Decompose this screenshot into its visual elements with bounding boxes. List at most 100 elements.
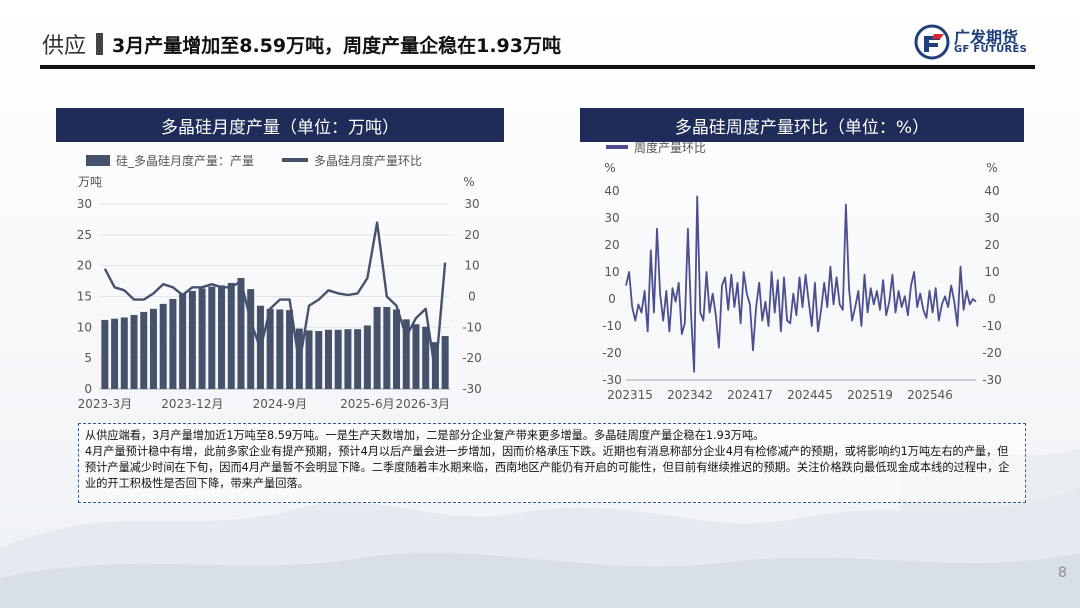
bar: [198, 288, 206, 389]
y-right-tick-label: 10: [984, 265, 999, 279]
y-left-tick-label: -10: [602, 319, 622, 333]
legend-bar-swatch: [86, 155, 110, 166]
x-tick-label: 2024-9月: [253, 397, 308, 411]
bar: [412, 324, 420, 389]
x-tick-label: 2023-12月: [161, 397, 223, 411]
y-right-tick-label: 20: [984, 238, 999, 252]
header-rule: [40, 65, 1035, 69]
y-right-tick-label: 10: [464, 259, 479, 273]
x-tick-label: 202445: [787, 388, 833, 402]
bar: [237, 278, 245, 389]
bar: [324, 329, 332, 389]
x-tick-label: 2026-3月: [395, 397, 450, 411]
y-left-tick-label: 40: [604, 184, 619, 198]
y-right-tick-label: 0: [988, 292, 996, 306]
bar: [130, 315, 138, 389]
bar: [140, 311, 148, 389]
y-left-tick-label: -20: [602, 346, 622, 360]
bar: [315, 331, 323, 389]
bar: [159, 303, 167, 389]
x-tick-label: 2025-6月: [340, 397, 395, 411]
section-divider: [96, 33, 103, 55]
x-tick-label: 202417: [727, 388, 773, 402]
y-right-tick-label: 30: [984, 211, 999, 225]
section-label: 供应: [42, 34, 87, 59]
y-left-tick-label: 30: [77, 197, 92, 211]
x-tick-label: 202315: [607, 388, 653, 402]
bar: [101, 319, 109, 389]
y-right-tick-label: -30: [462, 382, 482, 396]
bar: [208, 286, 216, 389]
bar: [393, 309, 401, 389]
y-left-tick-label: 0: [608, 292, 616, 306]
logo-text-cn: 广发期货: [954, 28, 1019, 47]
bar: [218, 285, 226, 389]
x-tick-label: 202342: [667, 388, 713, 402]
bar: [383, 306, 391, 389]
bar: [120, 317, 128, 389]
left-chart-title: 多晶硅月度产量（单位：万吨）: [56, 108, 504, 142]
bar: [334, 329, 342, 389]
y-right-tick-label: 40: [984, 184, 999, 198]
legend-line-swatch: [606, 145, 628, 149]
y-left-tick-label: 20: [77, 259, 92, 273]
y-left-axis-label: 万吨: [78, 175, 102, 189]
series-line-mom: [103, 221, 447, 375]
y-left-tick-label: 15: [77, 290, 92, 304]
bar: [179, 294, 187, 389]
legend-bar-label: 硅_多晶硅月度产量：产量: [116, 153, 254, 168]
right-chart-title: 多晶硅周度产量环比（单位：%）: [580, 108, 1024, 142]
legend-line-label: 周度产量环比: [634, 140, 706, 155]
y-left-tick-label: 25: [77, 228, 92, 242]
bar: [402, 319, 410, 389]
commentary-line-1: 从供应端看，3月产量增加近1万吨至8.59万吨。一是生产天数增加，二是部分企业复…: [85, 429, 765, 442]
charts-canvas: 0 5 10 15 20 25 30 -30 -20 -10 0 10 20 30 万吨 % 2023-3月 20…: [77, 140, 1002, 411]
y-right-tick-label: 30: [464, 197, 479, 211]
x-tick-label: 202546: [907, 388, 953, 402]
company-logo: 广发期货 GF FUTURES: [914, 22, 1044, 62]
bar: [227, 282, 235, 389]
bar: [363, 325, 371, 389]
bar: [422, 326, 430, 389]
y-right-axis-label: %: [986, 161, 997, 175]
y-right-tick-label: -10: [982, 319, 1002, 333]
logo-text-en: GF FUTURES: [954, 44, 1028, 55]
bar: [354, 329, 362, 389]
bar: [441, 336, 449, 389]
legend-line-swatch: [282, 158, 308, 162]
y-left-tick-label: 20: [604, 238, 619, 252]
bar: [286, 310, 294, 389]
bar: [247, 289, 255, 389]
legend-line-label: 多晶硅月度产量环比: [314, 153, 422, 168]
bar: [276, 309, 284, 389]
y-left-tick-label: 30: [604, 211, 619, 225]
x-tick-label: 2023-3月: [78, 397, 133, 411]
gf-logo-icon: [914, 24, 950, 60]
bar: [373, 306, 381, 389]
bar: [111, 318, 119, 389]
y-right-tick-label: -10: [462, 320, 482, 334]
background-mountains: [0, 448, 1080, 608]
x-tick-label: 202519: [847, 388, 893, 402]
bar: [305, 330, 313, 389]
y-right-tick-label: 20: [464, 228, 479, 242]
y-left-axis-label: %: [604, 161, 615, 175]
page-number: 8: [1058, 565, 1067, 581]
y-left-tick-label: 5: [84, 351, 92, 365]
y-right-tick-label: -20: [462, 351, 482, 365]
commentary-box: 从供应端看，3月产量增加近1万吨至8.59万吨。一是生产天数增加，二是部分企业复…: [78, 423, 1026, 503]
page-title: 3月产量增加至8.59万吨，周度产量企稳在1.93万吨: [112, 35, 561, 57]
bar: [188, 290, 196, 389]
bar: [344, 329, 352, 389]
bar: [266, 308, 274, 389]
y-left-tick-label: 0: [84, 382, 92, 396]
y-right-axis-label: %: [463, 175, 474, 189]
series-line-weekly: [625, 195, 977, 373]
y-left-tick-label: 10: [604, 265, 619, 279]
y-right-tick-label: -30: [982, 373, 1002, 387]
commentary-line-2: 4月产量预计稳中有增，此前多家企业有提产预期，预计4月以后产量会进一步增加，因而…: [85, 445, 1010, 490]
y-right-tick-label: -20: [982, 346, 1002, 360]
y-left-tick-label: -30: [602, 373, 622, 387]
bar: [149, 308, 157, 389]
y-left-tick-label: 10: [77, 320, 92, 334]
